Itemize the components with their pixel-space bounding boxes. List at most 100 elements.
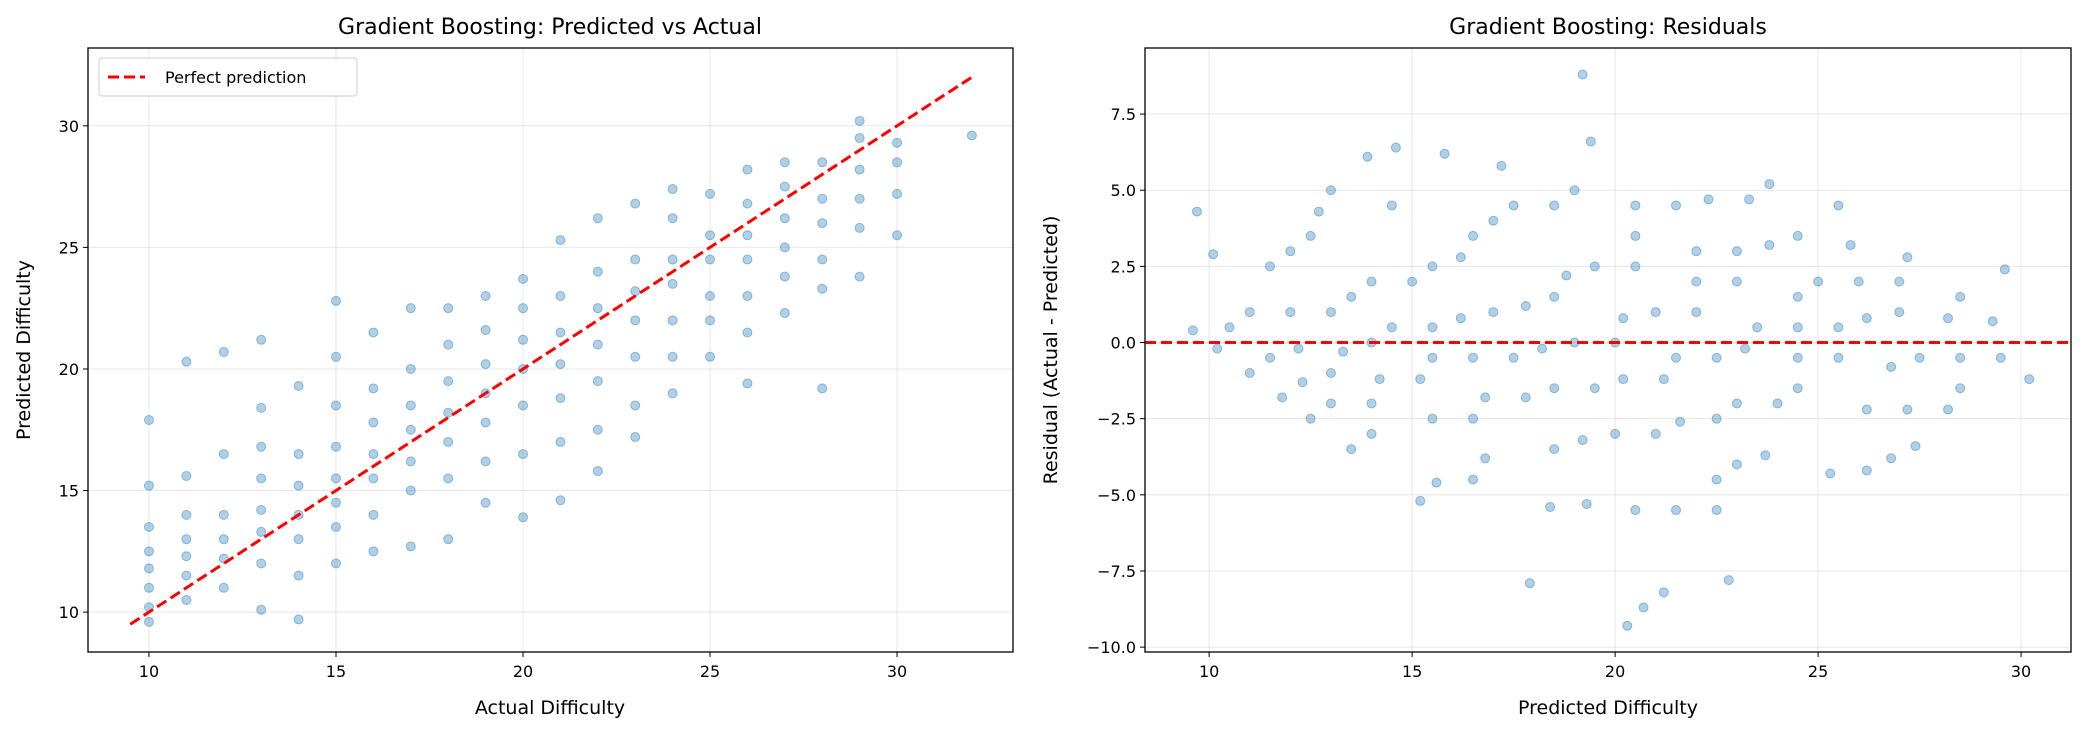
data-point — [143, 582, 154, 593]
data-point — [592, 266, 603, 277]
data-point — [1455, 313, 1466, 324]
data-point — [592, 303, 603, 314]
data-point — [1955, 352, 1966, 363]
x-tick-label: 20 — [513, 662, 533, 681]
data-point — [1813, 276, 1824, 287]
data-point — [443, 473, 454, 484]
data-point — [555, 495, 566, 506]
data-point — [1792, 291, 1803, 302]
data-point — [1955, 383, 1966, 394]
x-tick-label: 15 — [1402, 662, 1422, 681]
data-point — [779, 271, 790, 282]
data-point — [667, 388, 678, 399]
data-point — [1285, 246, 1296, 257]
data-point — [218, 509, 229, 520]
data-point — [1894, 307, 1905, 318]
data-point — [1325, 367, 1336, 378]
data-point — [330, 295, 341, 306]
data-point — [518, 449, 529, 460]
data-point — [817, 254, 828, 265]
data-point — [1346, 291, 1357, 302]
data-point — [1468, 352, 1479, 363]
data-point — [256, 604, 267, 615]
data-point — [1338, 346, 1349, 357]
data-point — [1675, 416, 1686, 427]
data-point — [817, 283, 828, 294]
data-point — [667, 254, 678, 265]
data-point — [181, 534, 192, 545]
data-point — [1455, 252, 1466, 263]
data-point — [1861, 313, 1872, 324]
data-point — [480, 359, 491, 370]
y-tick-label: 0.0 — [1111, 334, 1136, 353]
data-point — [368, 546, 379, 557]
data-point — [1760, 450, 1771, 461]
data-point — [1212, 343, 1223, 354]
data-point — [293, 534, 304, 545]
data-point — [1366, 428, 1377, 439]
data-point — [143, 480, 154, 491]
data-point — [518, 334, 529, 345]
data-point — [405, 400, 416, 411]
data-point — [1561, 270, 1572, 281]
data-point — [592, 213, 603, 224]
data-point — [630, 400, 641, 411]
data-point — [742, 291, 753, 302]
data-point — [330, 558, 341, 569]
data-point — [1224, 322, 1235, 333]
data-point — [368, 473, 379, 484]
data-point — [854, 271, 865, 282]
data-point — [480, 417, 491, 428]
data-point — [1508, 200, 1519, 211]
data-point — [555, 291, 566, 302]
data-point — [1995, 352, 2006, 363]
data-point — [742, 378, 753, 389]
data-point — [143, 616, 154, 627]
data-point — [1902, 252, 1913, 263]
data-point — [1740, 343, 1751, 354]
data-point — [1999, 264, 2010, 275]
data-point — [1723, 575, 1734, 586]
data-point — [1374, 374, 1385, 385]
data-point — [1764, 240, 1775, 251]
axes-frame — [1144, 47, 2072, 653]
data-point — [1325, 398, 1336, 409]
data-point — [330, 522, 341, 533]
data-point — [630, 286, 641, 297]
data-point — [1955, 291, 1966, 302]
x-axis-label: Actual Difficulty — [475, 697, 625, 719]
data-point — [1610, 428, 1621, 439]
data-point — [1792, 383, 1803, 394]
data-point — [443, 339, 454, 350]
data-point — [1658, 587, 1669, 598]
data-point — [966, 130, 977, 141]
data-point — [2024, 374, 2035, 385]
data-point — [443, 376, 454, 387]
data-point — [892, 230, 903, 241]
data-point — [1914, 352, 1925, 363]
data-point — [1861, 404, 1872, 415]
data-point — [1886, 453, 1897, 464]
data-point — [1427, 352, 1438, 363]
data-point — [779, 181, 790, 192]
data-point — [1187, 325, 1198, 336]
data-point — [1520, 392, 1531, 403]
data-point — [1569, 185, 1580, 196]
data-point — [1833, 322, 1844, 333]
data-point — [405, 456, 416, 467]
data-point — [1638, 602, 1649, 613]
data-point — [1589, 261, 1600, 272]
data-point — [1630, 505, 1641, 516]
data-point — [480, 325, 491, 336]
data-point — [1325, 307, 1336, 318]
data-point — [555, 436, 566, 447]
data-point — [1431, 477, 1442, 488]
data-point — [518, 303, 529, 314]
data-point — [1577, 435, 1588, 446]
x-tick-label: 15 — [326, 662, 346, 681]
data-point — [181, 551, 192, 562]
data-point — [667, 278, 678, 289]
data-point — [1833, 352, 1844, 363]
data-point — [1942, 404, 1953, 415]
data-point — [181, 509, 192, 520]
